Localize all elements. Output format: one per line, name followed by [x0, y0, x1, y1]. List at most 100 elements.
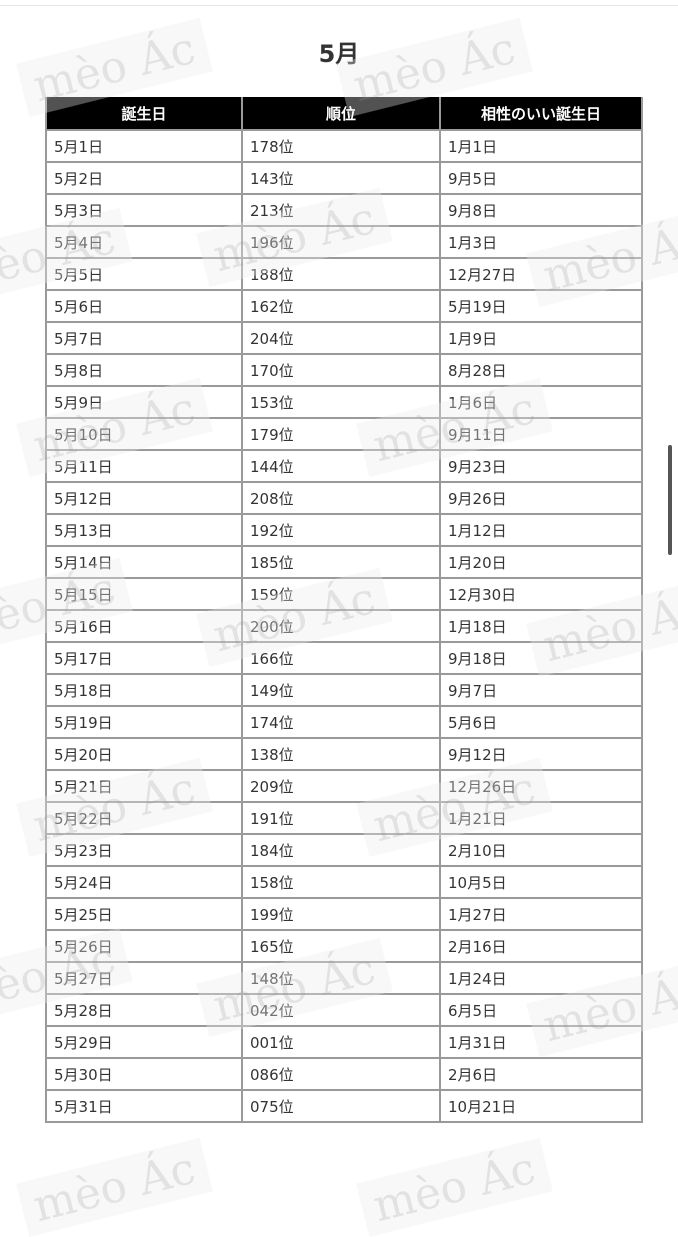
rank-cell: 158位	[241, 865, 441, 899]
rank-cell: 001位	[241, 1025, 441, 1059]
birthday-cell: 5月25日	[45, 897, 243, 931]
birthday-cell: 5月21日	[45, 769, 243, 803]
rank-cell: 075位	[241, 1089, 441, 1123]
birthday-cell: 5月31日	[45, 1089, 243, 1123]
birthday-cell: 5月3日	[45, 193, 243, 227]
rank-cell: 213位	[241, 193, 441, 227]
compatible-birthday-cell: 12月27日	[439, 257, 643, 291]
rank-cell: 153位	[241, 385, 441, 419]
table-row: 5月19日 174位 5月6日	[45, 705, 643, 739]
header-compatible-birthday: 相性のいい誕生日	[439, 97, 643, 131]
compatible-birthday-cell: 1月24日	[439, 961, 643, 995]
table-row: 5月1日 178位 1月1日	[45, 129, 643, 163]
birthday-cell: 5月14日	[45, 545, 243, 579]
birthday-cell: 5月13日	[45, 513, 243, 547]
compatible-birthday-cell: 5月6日	[439, 705, 643, 739]
compatible-birthday-cell: 1月1日	[439, 129, 643, 163]
birthday-cell: 5月16日	[45, 609, 243, 643]
birthday-cell: 5月11日	[45, 449, 243, 483]
page-title: 5月	[318, 40, 360, 68]
table-row: 5月13日 192位 1月12日	[45, 513, 643, 547]
scrollbar[interactable]	[668, 445, 672, 555]
rank-cell: 184位	[241, 833, 441, 867]
rank-cell: 174位	[241, 705, 441, 739]
table-row: 5月7日 204位 1月9日	[45, 321, 643, 355]
table-row: 5月4日 196位 1月3日	[45, 225, 643, 259]
rank-cell: 148位	[241, 961, 441, 995]
birthday-cell: 5月12日	[45, 481, 243, 515]
birthday-cell: 5月10日	[45, 417, 243, 451]
compatible-birthday-cell: 9月26日	[439, 481, 643, 515]
birthday-cell: 5月9日	[45, 385, 243, 419]
compatible-birthday-cell: 2月6日	[439, 1057, 643, 1091]
compatible-birthday-cell: 9月18日	[439, 641, 643, 675]
top-divider	[0, 5, 678, 6]
table-row: 5月16日 200位 1月18日	[45, 609, 643, 643]
table-row: 5月11日 144位 9月23日	[45, 449, 643, 483]
compatible-birthday-cell: 1月27日	[439, 897, 643, 931]
watermark: mèo Ác	[16, 1137, 213, 1237]
rank-cell: 199位	[241, 897, 441, 931]
compatible-birthday-cell: 1月9日	[439, 321, 643, 355]
table-row: 5月25日 199位 1月27日	[45, 897, 643, 931]
compatible-birthday-cell: 9月11日	[439, 417, 643, 451]
birthday-cell: 5月23日	[45, 833, 243, 867]
compatible-birthday-cell: 1月3日	[439, 225, 643, 259]
table-row: 5月30日 086位 2月6日	[45, 1057, 643, 1091]
rank-cell: 178位	[241, 129, 441, 163]
compatible-birthday-cell: 9月12日	[439, 737, 643, 771]
rank-cell: 204位	[241, 321, 441, 355]
birthday-cell: 5月26日	[45, 929, 243, 963]
table-row: 5月9日 153位 1月6日	[45, 385, 643, 419]
table-row: 5月18日 149位 9月7日	[45, 673, 643, 707]
birthday-cell: 5月6日	[45, 289, 243, 323]
birthday-cell: 5月2日	[45, 161, 243, 195]
compatible-birthday-cell: 9月7日	[439, 673, 643, 707]
rank-cell: 192位	[241, 513, 441, 547]
rank-cell: 185位	[241, 545, 441, 579]
table-row: 5月21日 209位 12月26日	[45, 769, 643, 803]
compatible-birthday-cell: 1月12日	[439, 513, 643, 547]
rank-cell: 143位	[241, 161, 441, 195]
compatible-birthday-cell: 12月26日	[439, 769, 643, 803]
header-birthday: 誕生日	[45, 97, 243, 131]
birthday-cell: 5月24日	[45, 865, 243, 899]
rank-cell: 162位	[241, 289, 441, 323]
rank-cell: 165位	[241, 929, 441, 963]
table-row: 5月5日 188位 12月27日	[45, 257, 643, 291]
compatible-birthday-cell: 9月23日	[439, 449, 643, 483]
compatible-birthday-cell: 1月20日	[439, 545, 643, 579]
birthday-cell: 5月15日	[45, 577, 243, 611]
header-rank: 順位	[241, 97, 441, 131]
table-row: 5月3日 213位 9月8日	[45, 193, 643, 227]
rank-cell: 188位	[241, 257, 441, 291]
birthday-cell: 5月8日	[45, 353, 243, 387]
table-row: 5月24日 158位 10月5日	[45, 865, 643, 899]
watermark: mèo Ác	[356, 1137, 553, 1237]
table-row: 5月23日 184位 2月10日	[45, 833, 643, 867]
table-row: 5月29日 001位 1月31日	[45, 1025, 643, 1059]
table-row: 5月12日 208位 9月26日	[45, 481, 643, 515]
rank-cell: 196位	[241, 225, 441, 259]
rank-cell: 149位	[241, 673, 441, 707]
rank-cell: 086位	[241, 1057, 441, 1091]
birthday-cell: 5月22日	[45, 801, 243, 835]
rank-cell: 179位	[241, 417, 441, 451]
birthday-cell: 5月7日	[45, 321, 243, 355]
rank-cell: 191位	[241, 801, 441, 835]
birthday-cell: 5月29日	[45, 1025, 243, 1059]
rank-cell: 144位	[241, 449, 441, 483]
compatible-birthday-cell: 9月8日	[439, 193, 643, 227]
rank-cell: 208位	[241, 481, 441, 515]
birthday-cell: 5月1日	[45, 129, 243, 163]
birthday-cell: 5月30日	[45, 1057, 243, 1091]
birthday-cell: 5月20日	[45, 737, 243, 771]
rank-cell: 159位	[241, 577, 441, 611]
table-row: 5月22日 191位 1月21日	[45, 801, 643, 835]
compatible-birthday-cell: 1月21日	[439, 801, 643, 835]
compatible-birthday-cell: 1月6日	[439, 385, 643, 419]
compatible-birthday-cell: 2月16日	[439, 929, 643, 963]
compatible-birthday-cell: 5月19日	[439, 289, 643, 323]
compatible-birthday-cell: 10月5日	[439, 865, 643, 899]
rank-cell: 200位	[241, 609, 441, 643]
